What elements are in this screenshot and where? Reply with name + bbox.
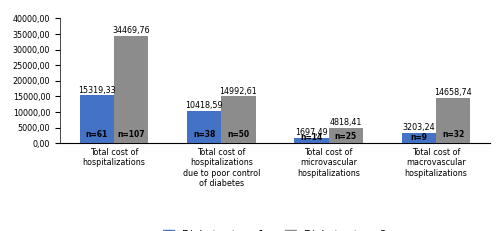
Text: n=107: n=107	[118, 131, 145, 140]
Legend: Diabetes type 1, Diabetes type 2: Diabetes type 1, Diabetes type 2	[159, 226, 391, 231]
Bar	[222, 97, 256, 143]
Text: n=14: n=14	[300, 134, 322, 143]
Text: n=61: n=61	[86, 131, 108, 140]
Bar	[187, 111, 222, 143]
Text: 1697,49: 1697,49	[295, 128, 328, 137]
Text: 15319,33: 15319,33	[78, 85, 116, 94]
Bar	[294, 138, 328, 143]
Bar	[402, 133, 436, 143]
Text: 4818,41: 4818,41	[330, 118, 362, 127]
Text: 3203,24: 3203,24	[402, 123, 435, 132]
Bar	[114, 36, 148, 143]
Text: 10418,59: 10418,59	[186, 101, 223, 110]
Text: n=9: n=9	[410, 133, 428, 142]
Text: 14992,61: 14992,61	[220, 87, 258, 96]
Bar	[436, 97, 470, 143]
Text: n=38: n=38	[193, 131, 216, 140]
Text: n=32: n=32	[442, 131, 464, 140]
Text: 14658,74: 14658,74	[434, 88, 472, 97]
Bar	[80, 95, 114, 143]
Bar	[328, 128, 363, 143]
Text: 34469,76: 34469,76	[112, 26, 150, 35]
Text: n=50: n=50	[228, 131, 250, 140]
Text: n=25: n=25	[335, 132, 357, 141]
